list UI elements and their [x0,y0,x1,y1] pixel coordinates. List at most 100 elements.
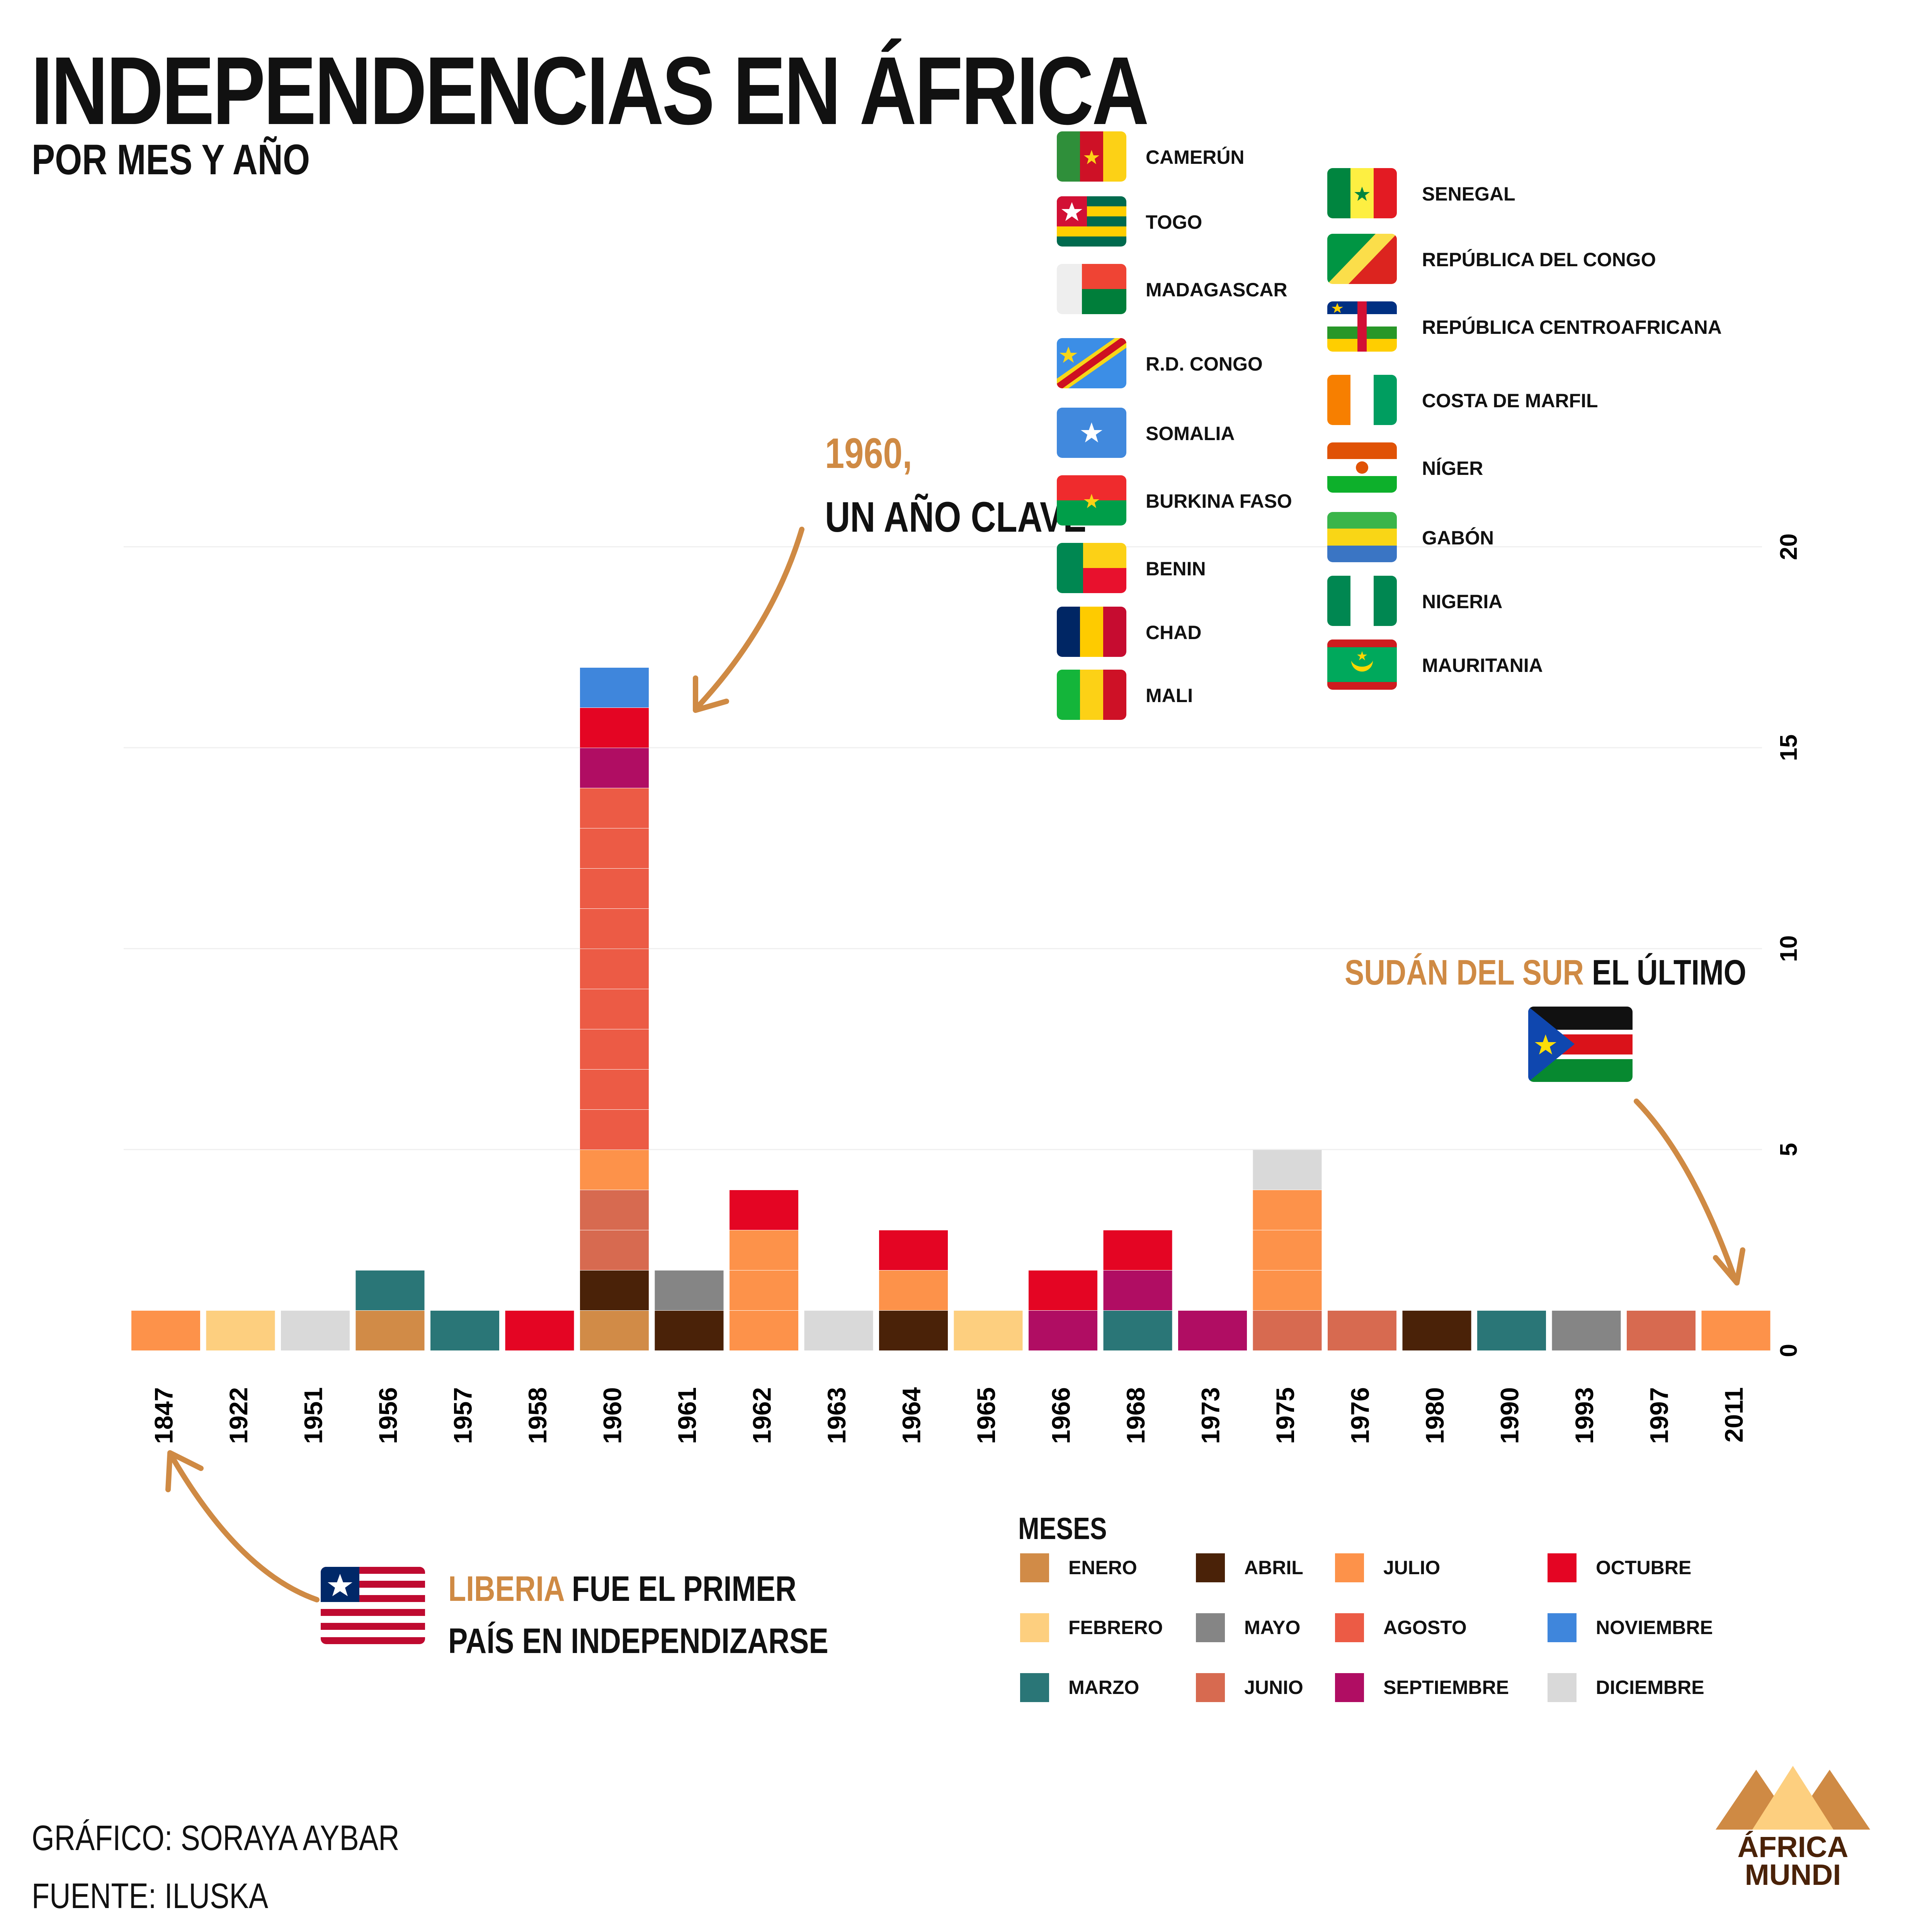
left-country-label: SOMALIA [1146,423,1235,444]
dr-congo-flag-icon [1057,338,1126,388]
x-tick-label: 1961 [673,1387,701,1444]
y-tick-label: 10 [1776,935,1802,962]
annotation-liberia-highlight: LIBERIA [448,1569,564,1609]
bar-segment [730,1230,798,1270]
bar-segment [355,1270,425,1310]
month-swatch [1335,1613,1364,1642]
x-tick-label: 1997 [1645,1387,1673,1444]
bar-segment [1253,1311,1322,1350]
senegal-flag-icon [1327,168,1397,218]
bar-segment [1253,1190,1322,1230]
annotation-liberia-line2: PAÍS EN INDEPENDIZARSE [448,1621,828,1661]
logo-text: ÁFRICA MUNDI [1716,1832,1870,1889]
x-tick-label: 1847 [149,1387,178,1444]
togo-flag-icon [1057,196,1126,247]
y-tick-label: 5 [1776,1143,1802,1156]
africa-mundi-logo-icon [1716,1766,1870,1830]
annotation-south-sudan: SUDÁN DEL SUR EL ÚLTIMO [1345,952,1746,993]
bar-segment [1627,1311,1696,1350]
south-sudan-flag-icon [1528,1007,1633,1082]
bar-segment [131,1311,200,1350]
month-label: MAYO [1244,1617,1301,1638]
annotation-liberia-text-1: FUE EL PRIMER [571,1569,797,1609]
arrow-2011-head [1713,1247,1745,1286]
left-country-label: CAMERÚN [1146,146,1245,168]
bar-segment [1328,1311,1396,1350]
bar-segment [580,1270,649,1310]
x-tick-label: 1973 [1196,1387,1225,1444]
month-swatch [1196,1613,1225,1642]
left-country-label: MALI [1146,685,1193,706]
left-country-label: TOGO [1146,211,1202,233]
x-tick-label: 1964 [897,1387,925,1444]
bar-segment [580,1150,649,1190]
bar-segment [804,1311,873,1350]
bar-segment [580,869,649,908]
month-swatch [1196,1673,1225,1702]
bar-segment [580,949,649,989]
bar-segment [580,828,649,868]
bar-segment [1701,1311,1770,1350]
bar-segment [580,788,649,828]
month-swatch [1196,1553,1225,1582]
month-swatch [1548,1673,1577,1702]
month-label: OCTUBRE [1596,1557,1692,1578]
bar-segment [580,1230,649,1270]
bar-segment [1103,1311,1172,1350]
right-country-label: SENEGAL [1422,183,1515,205]
bar-segment [1253,1270,1322,1310]
bar-segment [355,1311,425,1350]
x-tick-label: 1965 [972,1387,1000,1444]
bar-segment [954,1311,1023,1350]
nigeria-flag-icon [1327,576,1397,626]
x-tick-label: 1976 [1345,1387,1374,1444]
bar-segment [879,1311,948,1350]
niger-flag-icon [1327,442,1397,493]
bar-segment [1029,1270,1097,1310]
credit-text: GRÁFICO: SORAYA AYBAR [32,1818,400,1858]
annotation-1960-text: UN AÑO CLAVE [825,493,1087,541]
bar-segment [206,1311,275,1350]
bar-segment [580,1029,649,1069]
bar-segment [879,1270,948,1310]
arrow-1960 [695,527,804,710]
bar-segment [1402,1311,1471,1350]
month-swatch [1020,1613,1049,1642]
x-tick-label: 1963 [822,1387,851,1444]
month-swatch [1548,1553,1577,1582]
month-label: FEBRERO [1068,1617,1163,1638]
x-tick-label: 1960 [598,1387,626,1444]
left-country-label: CHAD [1146,622,1202,643]
month-label: JUNIO [1244,1677,1303,1698]
gridlines [124,546,1762,1150]
bar-segment [730,1270,798,1310]
bar-segment [879,1230,948,1270]
month-label: DICIEMBRE [1596,1677,1704,1698]
x-tick-label: 1980 [1420,1387,1449,1444]
month-label: ABRIL [1244,1557,1303,1578]
left-country-label: BURKINA FASO [1146,490,1292,512]
x-tick-label: 1990 [1495,1387,1524,1444]
chad-flag-icon [1057,607,1126,657]
burkina-faso-flag-icon [1057,475,1126,526]
left-country-label: BENIN [1146,558,1206,580]
bar-segment [580,1311,649,1350]
arrow-2011 [1634,1099,1738,1282]
x-tick-label: 1975 [1271,1387,1299,1444]
page-title: INDEPENDENCIAS EN ÁFRICA [31,37,1149,145]
x-tick-label: 1957 [448,1387,477,1444]
x-tick-label: 1922 [224,1387,253,1444]
month-swatch [1548,1613,1577,1642]
month-label: ENERO [1068,1557,1137,1578]
month-swatch [1020,1553,1049,1582]
central-african-republic-flag-icon [1327,301,1397,352]
arrow-1847 [169,1454,320,1602]
bar-segment [281,1311,350,1350]
bar-segment [580,668,649,707]
arrow-1847-head [165,1450,204,1492]
bar-segment [1552,1311,1621,1350]
annotation-1960-highlight: 1960, [825,430,912,477]
bar-segment [1178,1311,1247,1350]
right-country-label: GABÓN [1422,527,1494,549]
bar-segment [1029,1311,1097,1350]
